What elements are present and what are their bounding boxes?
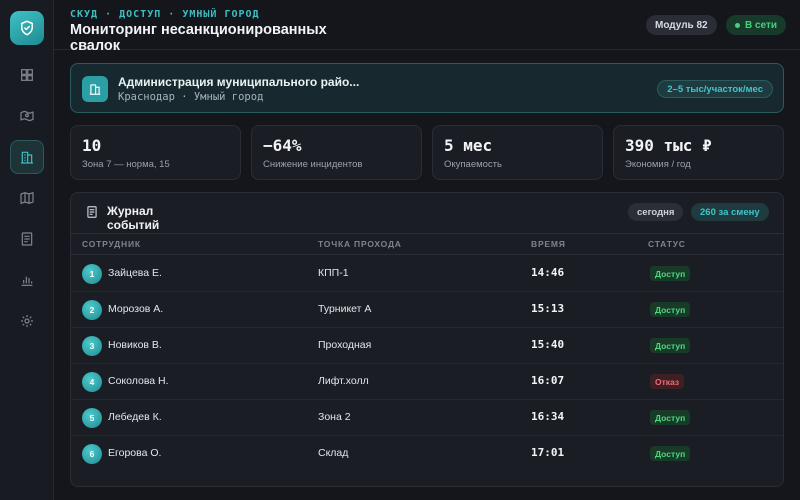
- breadcrumb: СКУД · ДОСТУП · УМНЫЙ ГОРОД: [70, 9, 260, 20]
- header: СКУД · ДОСТУП · УМНЫЙ ГОРОД Мониторинг н…: [54, 0, 800, 54]
- column-header-point: ТОЧКА ПРОХОДА: [318, 239, 402, 249]
- access-point: Турникет А: [318, 303, 372, 315]
- employee-name: Егорова О.: [108, 447, 162, 459]
- stat-label: Экономия / год: [625, 159, 691, 170]
- document-icon: [21, 232, 33, 246]
- access-point: Зона 2: [318, 411, 351, 423]
- status-badge: Доступ: [650, 266, 691, 281]
- event-time: 16:34: [531, 410, 565, 423]
- stat-card-savings: 390 тыс ₽ Экономия / год: [613, 125, 784, 180]
- shield-logo-icon[interactable]: [10, 11, 44, 45]
- event-time: 14:46: [531, 266, 565, 279]
- table-row[interactable]: 2 Морозов А. Турникет А 15:13 Доступ: [71, 292, 783, 328]
- grid-icon: [21, 69, 33, 81]
- employee-name: Соколова Н.: [108, 375, 169, 387]
- table-row[interactable]: 5 Лебедев К. Зона 2 16:34 Доступ: [71, 400, 783, 436]
- stat-card-payback: 5 мес Окупаемость: [432, 125, 603, 180]
- status-badge: Доступ: [650, 338, 691, 353]
- map-pin-icon: [20, 110, 34, 122]
- sidebar-item-map-route[interactable]: [10, 99, 44, 133]
- sidebar-item-analytics[interactable]: [10, 263, 44, 297]
- table-row[interactable]: 3 Новиков В. Проходная 15:40 Доступ: [71, 328, 783, 364]
- access-point: Склад: [318, 447, 349, 459]
- sidebar-item-buildings[interactable]: [10, 140, 44, 174]
- event-time: 16:07: [531, 374, 565, 387]
- column-header-employee: СОТРУДНИК: [82, 239, 141, 249]
- page-title: Мониторинг несанкционированных свалок: [70, 22, 327, 54]
- stat-label: Снижение инцидентов: [263, 159, 363, 170]
- status-badge: Доступ: [650, 410, 691, 425]
- sidebar-item-documents[interactable]: [10, 222, 44, 256]
- event-time: 17:01: [531, 446, 565, 459]
- sidebar-item-dashboard[interactable]: [10, 58, 44, 92]
- stat-value: 5 мес: [444, 136, 493, 155]
- status-dot-icon: [735, 22, 740, 28]
- bar-chart-icon: [21, 276, 33, 286]
- organization-card[interactable]: Администрация муниципального райо... Кра…: [70, 63, 784, 113]
- table-row[interactable]: 1 Зайцева Е. КПП-1 14:46 Доступ: [71, 256, 783, 292]
- map-icon: [20, 192, 34, 204]
- table-row[interactable]: 4 Соколова Н. Лифт.холл 16:07 Отказ: [71, 364, 783, 400]
- event-journal: Журнал событий сегодня 260 за смену СОТР…: [70, 192, 784, 487]
- row-number-avatar: 3: [82, 336, 102, 356]
- table-row[interactable]: 6 Егорова О. Склад 17:01 Доступ: [71, 436, 783, 472]
- column-header-time: ВРЕМЯ: [531, 239, 566, 249]
- event-time: 15:13: [531, 302, 565, 315]
- stat-label: Зона 7 — норма, 15: [82, 159, 170, 170]
- row-number-avatar: 2: [82, 300, 102, 320]
- event-time: 15:40: [531, 338, 565, 351]
- rate-badge: 2–5 тыс/участок/мес: [657, 80, 773, 98]
- online-status-label: В сети: [745, 19, 778, 31]
- access-point: Лифт.холл: [318, 375, 369, 387]
- shift-count-badge: 260 за смену: [691, 203, 769, 221]
- row-number-avatar: 6: [82, 444, 102, 464]
- gear-icon: [21, 315, 33, 327]
- employee-name: Новиков В.: [108, 339, 162, 351]
- building-icon: [21, 151, 33, 164]
- sidebar: [0, 0, 54, 500]
- row-number-avatar: 1: [82, 264, 102, 284]
- organization-name: Администрация муниципального райо...: [118, 75, 360, 89]
- status-badge: Доступ: [650, 446, 691, 461]
- column-header-status: СТАТУС: [648, 239, 686, 249]
- access-point: Проходная: [318, 339, 372, 351]
- online-status-badge: В сети: [726, 15, 787, 35]
- sidebar-item-settings[interactable]: [10, 304, 44, 338]
- access-point: КПП-1: [318, 267, 349, 279]
- document-icon: [87, 206, 97, 218]
- stat-value: 10: [82, 136, 102, 155]
- stat-value: −64%: [263, 136, 302, 155]
- row-number-avatar: 4: [82, 372, 102, 392]
- journal-title: Журнал событий: [107, 204, 160, 232]
- building-icon: [82, 76, 108, 102]
- employee-name: Зайцева Е.: [108, 267, 162, 279]
- employee-name: Морозов А.: [108, 303, 164, 315]
- stat-card-incidents: −64% Снижение инцидентов: [251, 125, 422, 180]
- employee-name: Лебедев К.: [108, 411, 162, 423]
- sidebar-item-map[interactable]: [10, 181, 44, 215]
- today-filter-button[interactable]: сегодня: [628, 203, 684, 221]
- module-badge: Модуль 82: [646, 15, 717, 35]
- table-header: СОТРУДНИК ТОЧКА ПРОХОДА ВРЕМЯ СТАТУС: [71, 233, 783, 255]
- row-number-avatar: 5: [82, 408, 102, 428]
- status-badge: Доступ: [650, 302, 691, 317]
- stat-value: 390 тыс ₽: [625, 136, 712, 155]
- stat-card-zone: 10 Зона 7 — норма, 15: [70, 125, 241, 180]
- status-badge: Отказ: [650, 374, 685, 389]
- organization-subtitle: Краснодар · Умный город: [118, 91, 264, 103]
- stat-label: Окупаемость: [444, 159, 502, 170]
